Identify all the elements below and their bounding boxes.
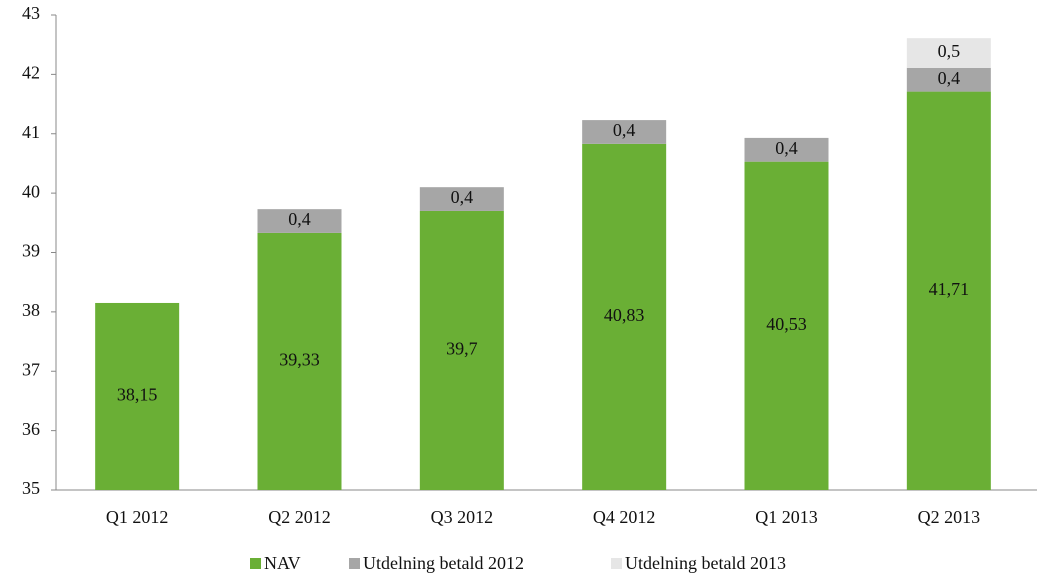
bar-segment: [257, 209, 342, 233]
y-tick-label: 43: [22, 3, 40, 23]
bar-segment: [419, 210, 504, 490]
data-label: 41,71: [929, 279, 970, 299]
bar-segment: [257, 232, 342, 490]
x-tick-label: Q4 2012: [593, 507, 656, 527]
data-label: 39,7: [446, 339, 478, 359]
bar-segment: [582, 120, 667, 144]
legend-label: Utdelning betald 2012: [363, 553, 524, 573]
y-tick-label: 39: [22, 241, 40, 261]
x-tick-label: Q1 2012: [106, 507, 169, 527]
y-tick-label: 38: [22, 300, 40, 320]
legend-swatch: [250, 558, 261, 569]
y-tick-label: 41: [22, 122, 40, 142]
legend-label: NAV: [264, 553, 301, 573]
legend-label: Utdelning betald 2013: [625, 553, 786, 573]
bar-segment: [582, 143, 667, 490]
bar-segment: [906, 38, 991, 68]
bar-segment: [744, 137, 829, 162]
bar-segment: [744, 161, 829, 490]
y-tick-label: 40: [22, 181, 40, 201]
legend-swatch: [349, 558, 360, 569]
x-tick-label: Q2 2012: [268, 507, 331, 527]
bar-segment: [906, 91, 991, 490]
data-label: 40,53: [766, 314, 807, 334]
bar-segment: [95, 302, 180, 490]
y-tick-label: 35: [22, 478, 40, 498]
data-label: 0,4: [288, 209, 311, 229]
x-tick-label: Q1 2013: [755, 507, 818, 527]
data-label: 0,5: [938, 41, 961, 61]
bar-segment: [906, 67, 991, 92]
y-tick-label: 37: [22, 359, 40, 379]
x-tick-label: Q3 2012: [431, 507, 494, 527]
y-tick-label: 42: [22, 63, 40, 83]
data-label: 39,33: [279, 350, 320, 370]
data-label: 38,15: [117, 385, 158, 405]
legend-swatch: [611, 558, 622, 569]
data-label: 0,4: [613, 120, 636, 140]
data-label: 0,4: [938, 68, 961, 88]
bar-segment: [419, 187, 504, 211]
y-tick-label: 36: [22, 419, 40, 439]
x-tick-label: Q2 2013: [918, 507, 981, 527]
data-label: 0,4: [775, 138, 798, 158]
data-label: 40,83: [604, 305, 645, 325]
data-label: 0,4: [451, 187, 474, 207]
